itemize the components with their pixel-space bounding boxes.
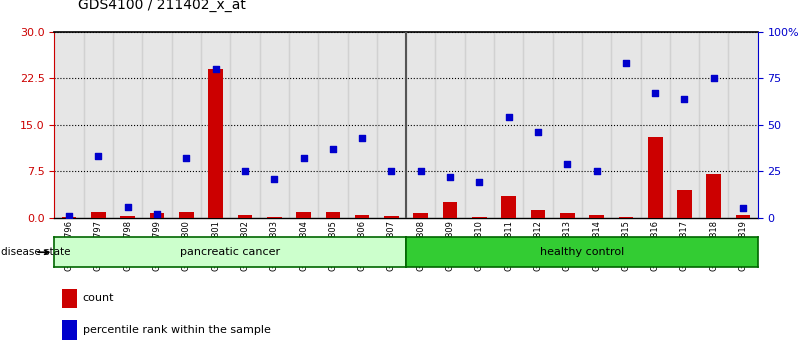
- Bar: [494, 32, 523, 218]
- Bar: [728, 32, 758, 218]
- Point: [590, 169, 603, 174]
- Point: [649, 90, 662, 96]
- Bar: [171, 32, 201, 218]
- Bar: [54, 32, 84, 218]
- Point: [180, 155, 193, 161]
- Bar: [318, 32, 348, 218]
- Point: [414, 169, 427, 174]
- Bar: [736, 215, 751, 218]
- Bar: [267, 217, 282, 218]
- Bar: [677, 190, 692, 218]
- Point: [92, 154, 105, 159]
- Bar: [296, 212, 311, 218]
- Point: [561, 161, 574, 167]
- Point: [619, 61, 632, 66]
- Bar: [413, 213, 428, 218]
- Text: disease state: disease state: [1, 247, 70, 257]
- Bar: [443, 202, 457, 218]
- Text: GDS4100 / 211402_x_at: GDS4100 / 211402_x_at: [78, 0, 247, 12]
- Bar: [325, 212, 340, 218]
- Bar: [150, 213, 164, 218]
- Point: [356, 135, 368, 141]
- Bar: [348, 32, 376, 218]
- Bar: [238, 215, 252, 218]
- Bar: [582, 32, 611, 218]
- Bar: [113, 32, 143, 218]
- Point: [532, 129, 545, 135]
- Bar: [560, 213, 574, 218]
- Bar: [641, 32, 670, 218]
- Bar: [472, 217, 487, 218]
- Bar: [62, 217, 76, 218]
- Bar: [84, 32, 113, 218]
- Bar: [530, 210, 545, 218]
- Point: [209, 66, 222, 72]
- Bar: [231, 32, 260, 218]
- Bar: [706, 175, 721, 218]
- Point: [737, 206, 750, 211]
- Bar: [406, 32, 436, 218]
- Text: count: count: [83, 293, 114, 303]
- Text: healthy control: healthy control: [540, 247, 624, 257]
- Point: [62, 213, 75, 219]
- Point: [121, 204, 134, 210]
- Point: [151, 211, 163, 217]
- Point: [268, 176, 280, 182]
- Bar: [289, 32, 318, 218]
- Bar: [143, 32, 171, 218]
- Bar: [523, 32, 553, 218]
- Bar: [91, 212, 106, 218]
- Point: [385, 169, 398, 174]
- Bar: [376, 32, 406, 218]
- Bar: [260, 32, 289, 218]
- Point: [239, 169, 252, 174]
- Text: percentile rank within the sample: percentile rank within the sample: [83, 325, 271, 335]
- Bar: [699, 32, 728, 218]
- Bar: [208, 69, 223, 218]
- Point: [297, 155, 310, 161]
- Bar: [384, 216, 399, 218]
- Point: [444, 174, 457, 180]
- Bar: [179, 212, 194, 218]
- Bar: [611, 32, 641, 218]
- Bar: [120, 216, 135, 218]
- Bar: [553, 32, 582, 218]
- Bar: [465, 32, 494, 218]
- Point: [678, 96, 691, 102]
- Bar: [618, 217, 634, 218]
- Bar: [670, 32, 699, 218]
- Bar: [436, 32, 465, 218]
- Point: [707, 75, 720, 81]
- Bar: [590, 215, 604, 218]
- Bar: [648, 137, 662, 218]
- Point: [473, 179, 485, 185]
- Bar: [501, 196, 516, 218]
- Bar: [355, 215, 369, 218]
- Point: [502, 115, 515, 120]
- Point: [327, 146, 340, 152]
- Bar: [201, 32, 231, 218]
- Text: pancreatic cancer: pancreatic cancer: [180, 247, 280, 257]
